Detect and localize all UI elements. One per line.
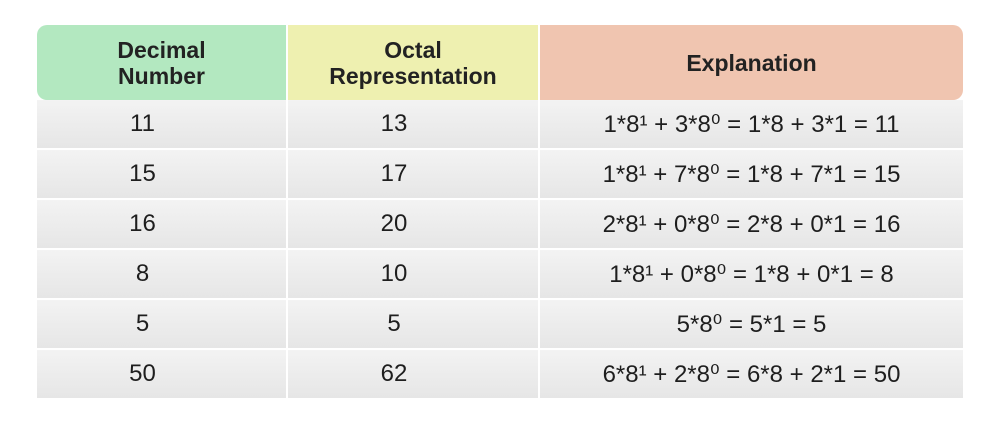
decimal-cell: 16 bbox=[37, 200, 288, 248]
explanation-cell: 1*8¹ + 0*8⁰ = 1*8 + 0*1 = 8 bbox=[609, 260, 894, 288]
octal-cell: 17 bbox=[288, 150, 540, 198]
decimal-cell: 50 bbox=[37, 350, 288, 398]
header-octal-representation: Octal Representation bbox=[288, 25, 540, 100]
octal-cell: 10 bbox=[288, 250, 540, 298]
explanation-cell: 2*8¹ + 0*8⁰ = 2*8 + 0*1 = 16 bbox=[602, 210, 901, 238]
table-row: 8 10 1*8¹ + 0*8⁰ = 1*8 + 0*1 = 8 bbox=[37, 250, 963, 298]
octal-cell: 5 bbox=[288, 300, 540, 348]
explanation-cell: 1*8¹ + 7*8⁰ = 1*8 + 7*1 = 15 bbox=[602, 160, 901, 188]
table-header: Decimal Number Octal Representation Expl… bbox=[37, 25, 963, 100]
header-explanation: Explanation bbox=[540, 25, 963, 100]
table-row: 50 62 6*8¹ + 2*8⁰ = 6*8 + 2*1 = 50 bbox=[37, 350, 963, 398]
header-decimal-number: Decimal Number bbox=[37, 25, 288, 100]
decimal-cell: 5 bbox=[37, 300, 288, 348]
octal-cell: 13 bbox=[288, 100, 540, 148]
decimal-octal-table: Decimal Number Octal Representation Expl… bbox=[37, 25, 963, 398]
table-row: 5 5 5*8⁰ = 5*1 = 5 bbox=[37, 300, 963, 348]
table-body: 11 13 1*8¹ + 3*8⁰ = 1*8 + 3*1 = 11 15 17… bbox=[37, 100, 963, 398]
table-row: 11 13 1*8¹ + 3*8⁰ = 1*8 + 3*1 = 11 bbox=[37, 100, 963, 148]
decimal-cell: 11 bbox=[37, 100, 288, 148]
table-row: 16 20 2*8¹ + 0*8⁰ = 2*8 + 0*1 = 16 bbox=[37, 200, 963, 248]
octal-cell: 62 bbox=[288, 350, 540, 398]
decimal-cell: 8 bbox=[37, 250, 288, 298]
octal-cell: 20 bbox=[288, 200, 540, 248]
decimal-cell: 15 bbox=[37, 150, 288, 198]
explanation-cell: 5*8⁰ = 5*1 = 5 bbox=[676, 310, 827, 338]
table-row: 15 17 1*8¹ + 7*8⁰ = 1*8 + 7*1 = 15 bbox=[37, 150, 963, 198]
explanation-cell: 1*8¹ + 3*8⁰ = 1*8 + 3*1 = 11 bbox=[603, 110, 900, 138]
explanation-cell: 6*8¹ + 2*8⁰ = 6*8 + 2*1 = 50 bbox=[602, 360, 901, 388]
